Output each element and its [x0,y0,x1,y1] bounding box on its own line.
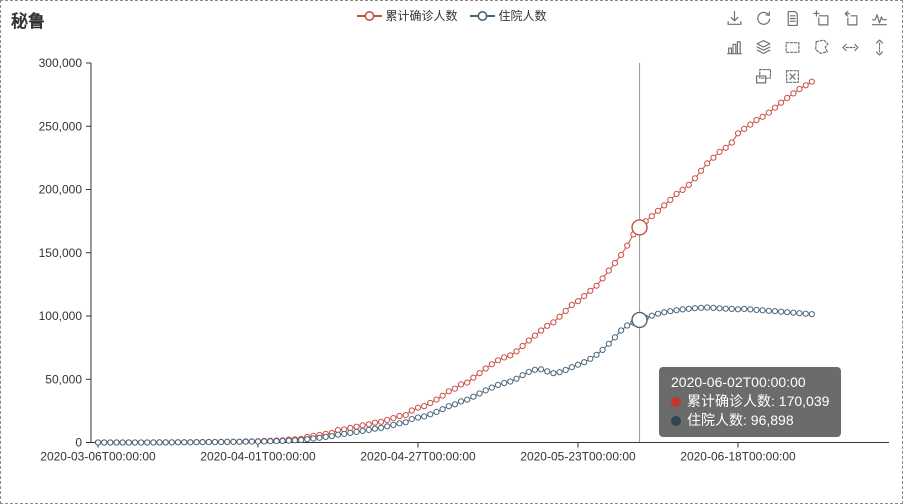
legend-item-confirmed[interactable]: 累计确诊人数 [356,9,458,23]
restore-button[interactable] [749,9,778,27]
refresh-icon [757,10,771,25]
page-title: 秘鲁 [11,12,45,31]
magic-type-bar-button[interactable] [720,38,749,56]
legend-label-confirmed: 累计确诊人数 [385,9,458,23]
highlight-point-1 [631,311,648,329]
svg-text:2020-06-18T00:00:00: 2020-06-18T00:00:00 [680,450,796,464]
svg-text:150,000: 150,000 [39,246,83,260]
magic-type-line-button[interactable] [865,9,894,27]
svg-text:2020-04-01T00:00:00: 2020-04-01T00:00:00 [200,450,316,464]
legend-item-hospitalized[interactable]: 住院人数 [469,9,547,23]
horizontal-range-select-icon [842,43,859,51]
svg-text:300,000: 300,000 [39,56,83,70]
series-1 [94,304,815,446]
bar-chart-icon [727,40,742,54]
axis-labels: 0 50,000 100,000 150,000 200,000 250,000 300,0… [39,56,796,464]
data-zoom-button[interactable] [807,9,836,27]
svg-text:2020-03-06T00:00:00: 2020-03-06T00:00:00 [40,450,156,464]
brush-line-x-button[interactable] [836,38,865,56]
lasso-select-icon [815,38,829,54]
legend-marker-confirmed-icon [356,11,382,21]
data-view-button[interactable] [778,9,807,27]
toolbox-row-3 [720,67,896,85]
legend-label-hospitalized: 住院人数 [498,9,547,23]
download-icon [727,10,742,25]
zoom-back-icon [844,10,858,25]
brush-keep-button[interactable] [749,67,778,85]
brush-polygon-button[interactable] [807,38,836,56]
layers-icon [756,39,771,54]
legend: 累计确诊人数 住院人数 [356,9,547,23]
vertical-range-select-icon [875,38,884,56]
svg-text:250,000: 250,000 [39,119,83,133]
svg-text:2020-04-27T00:00:00: 2020-04-27T00:00:00 [360,450,476,464]
brush-rect-button[interactable] [778,38,807,56]
svg-text:2020-05-23T00:00:00: 2020-05-23T00:00:00 [520,450,636,464]
brush-clear-button[interactable] [778,67,807,85]
clear-selection-icon [786,69,799,83]
series-0 [94,78,815,446]
rect-select-icon [785,41,800,53]
toolbox-row-1 [720,9,896,27]
highlight-point-0 [631,219,648,236]
toolbox [720,9,896,96]
zoom-select-icon [813,9,829,25]
brush-line-y-button[interactable] [865,38,894,56]
data-zoom-back-button[interactable] [836,9,865,27]
svg-text:200,000: 200,000 [39,183,83,197]
svg-text:100,000: 100,000 [39,309,83,323]
keep-selection-icon [756,68,771,83]
magic-type-stack-button[interactable] [749,38,778,56]
svg-text:50,000: 50,000 [45,372,82,386]
toolbox-row-2 [720,38,896,56]
legend-marker-hospitalized-icon [469,11,495,21]
save-as-image-button[interactable] [720,9,749,27]
document-icon [787,10,798,26]
line-chart-icon [872,13,887,25]
svg-text:0: 0 [75,436,82,450]
